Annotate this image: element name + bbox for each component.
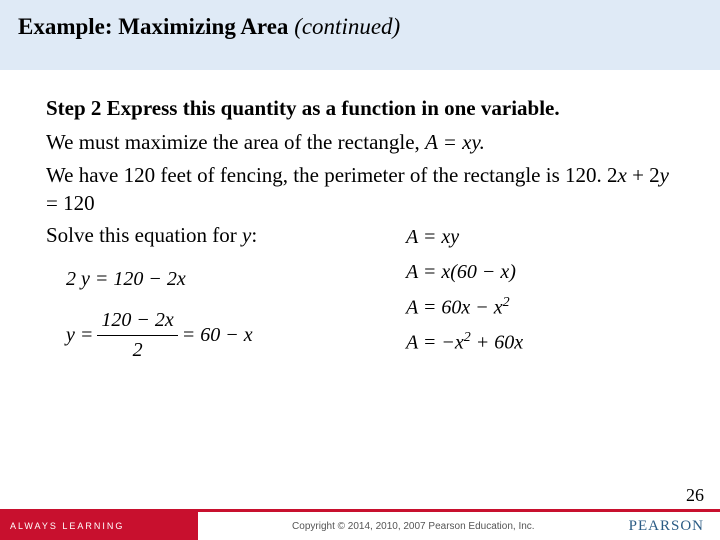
eq-right-4: A = −x2 + 60x [406, 329, 523, 357]
step-heading: Step 2 Express this quantity as a functi… [46, 94, 674, 122]
paragraph-2: We have 120 feet of fencing, the perimet… [46, 161, 674, 218]
title-band: Example: Maximizing Area (continued) [0, 0, 720, 70]
p2-mid: + 2 [627, 163, 660, 187]
footer-row: ALWAYS LEARNING Copyright © 2014, 2010, … [0, 512, 720, 540]
pearson-logo: PEARSON [629, 518, 720, 535]
eq-left-lhs: y = [66, 322, 93, 349]
eq-left-row1: 2 y = 120 − 2x [66, 266, 253, 293]
p2-end: = 120 [46, 191, 95, 215]
p3-y: y [242, 223, 251, 247]
eq-left-num: 120 − 2x [97, 307, 177, 336]
p3-colon: : [251, 223, 257, 247]
equations-area: 2 y = 120 − 2x y = 120 − 2x 2 = 60 − x A… [46, 258, 674, 428]
eq-left-row2: y = 120 − 2x 2 = 60 − x [66, 307, 253, 364]
eq-right-2: A = x(60 − x) [406, 259, 523, 286]
eq-left-rhs: = 60 − x [182, 322, 253, 349]
title-main: Example: Maximizing Area [18, 14, 294, 39]
page-number: 26 [686, 485, 704, 506]
p3-a: Solve this equation for [46, 223, 242, 247]
eq-right-3sup: 2 [503, 295, 510, 310]
copyright-text: Copyright © 2014, 2010, 2007 Pearson Edu… [198, 521, 629, 532]
eq-right-4b: + 60x [471, 332, 523, 354]
equations-right: A = xy A = x(60 − x) A = 60x − x2 A = −x… [406, 224, 523, 365]
eq-left-fraction: 120 − 2x 2 [97, 307, 177, 364]
p2-x: x [618, 163, 627, 187]
p2-a: We have 120 feet of fencing, the perimet… [46, 163, 618, 187]
equations-left: 2 y = 120 − 2x y = 120 − 2x 2 = 60 − x [66, 266, 253, 364]
p1-eq: A = xy. [425, 130, 485, 154]
paragraph-3: Solve this equation for y: [46, 221, 674, 249]
footer: ALWAYS LEARNING Copyright © 2014, 2010, … [0, 509, 720, 540]
p1-text: We must maximize the area of the rectang… [46, 130, 425, 154]
eq-right-4sup: 2 [464, 330, 471, 345]
content-area: Step 2 Express this quantity as a functi… [0, 70, 720, 428]
paragraph-1: We must maximize the area of the rectang… [46, 128, 674, 156]
p2-y: y [660, 163, 669, 187]
eq-right-3a: A = 60x − x [406, 296, 503, 318]
eq-right-3: A = 60x − x2 [406, 294, 523, 322]
always-learning-badge: ALWAYS LEARNING [0, 512, 198, 540]
eq-left-den: 2 [129, 336, 147, 364]
slide-title: Example: Maximizing Area (continued) [18, 14, 702, 40]
eq-right-4a: A = −x [406, 332, 464, 354]
title-continued: (continued) [294, 14, 400, 39]
eq-right-1: A = xy [406, 224, 523, 251]
